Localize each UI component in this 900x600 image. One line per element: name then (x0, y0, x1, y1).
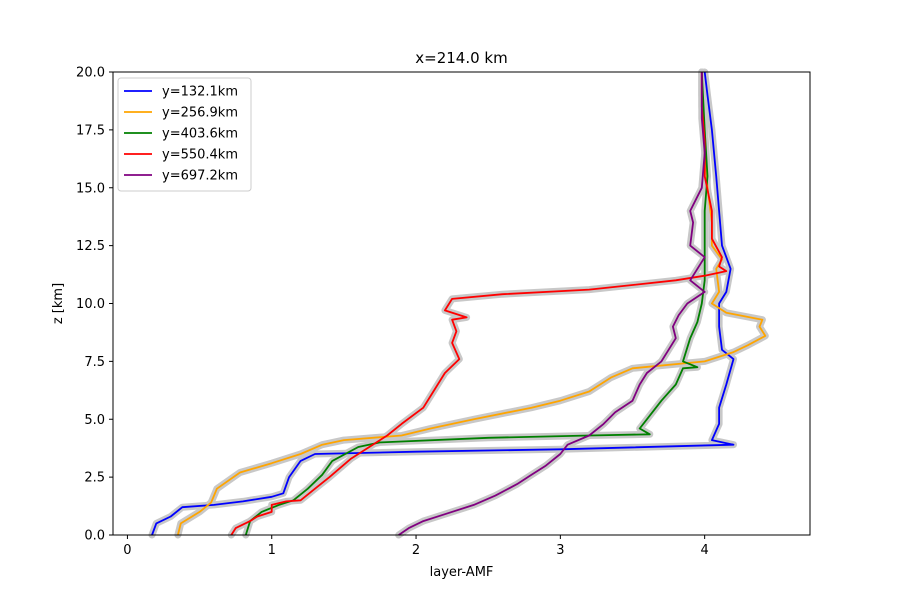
y-tick-label: 20.0 (76, 66, 105, 81)
legend-entry: y=550.4km (162, 148, 238, 163)
x-tick-label: 1 (268, 543, 276, 558)
y-tick-label: 5.0 (84, 413, 105, 428)
legend: y=132.1km y=256.9km y=403.6km y=550.4km y=69… (117, 77, 252, 192)
series-line (151, 71, 735, 536)
y-tick-label: 12.5 (76, 239, 105, 254)
y-tick-label: 7.5 (84, 355, 105, 370)
legend-box (117, 77, 252, 192)
x-tick-label: 0 (123, 543, 131, 558)
x-tick-label: 2 (412, 543, 420, 558)
series-lines (151, 71, 767, 536)
y-axis-ticks: 0.0 2.5 5.0 7.5 10.0 12.5 15.0 17.5 20.0 (76, 66, 113, 544)
series-line (398, 72, 706, 536)
y-tick-label: 0.0 (84, 529, 105, 544)
chart-title: x=214.0 km (415, 49, 507, 67)
y-tick-label: 17.5 (76, 123, 105, 138)
x-axis-ticks: 0 1 2 3 4 (123, 535, 709, 558)
series-line (244, 71, 709, 536)
series-line (177, 72, 767, 536)
y-tick-label: 10.0 (76, 297, 105, 312)
legend-entry: y=403.6km (162, 127, 238, 142)
legend-entry: y=256.9km (162, 106, 238, 121)
y-tick-label: 15.0 (76, 181, 105, 196)
x-axis-label: layer-AMF (430, 565, 494, 580)
legend-entry: y=697.2km (162, 169, 238, 184)
legend-entry: y=132.1km (162, 85, 238, 100)
y-axis-label: z [km] (51, 283, 66, 324)
x-tick-label: 4 (701, 543, 709, 558)
x-tick-label: 3 (556, 543, 564, 558)
series-line (230, 72, 728, 536)
y-tick-label: 2.5 (84, 471, 105, 486)
